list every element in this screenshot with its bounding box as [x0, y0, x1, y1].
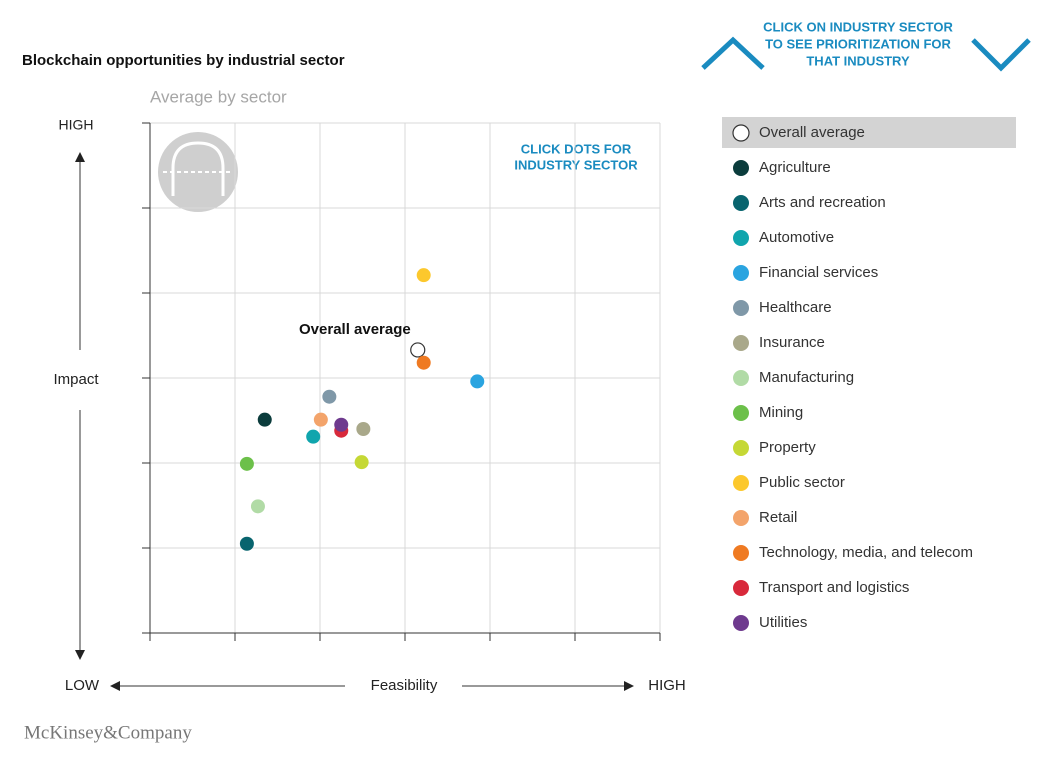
legend-marker[interactable] [733, 300, 749, 316]
x-high-label: HIGH [648, 677, 686, 694]
legend-label[interactable]: Overall average [759, 124, 865, 141]
legend-marker[interactable] [732, 124, 750, 142]
note: CLICK DOTS FOR [521, 141, 632, 156]
legend-marker[interactable] [733, 440, 749, 456]
point[interactable] [356, 422, 371, 436]
arrowhead [624, 681, 634, 691]
legend-label[interactable]: Utilities [759, 614, 807, 631]
point[interactable] [239, 536, 254, 551]
legend-label[interactable]: Healthcare [759, 299, 832, 316]
legend-label[interactable]: Financial services [759, 264, 878, 281]
point[interactable] [250, 499, 265, 514]
chart-title: Blockchain opportunities by industrial s… [22, 52, 345, 69]
point[interactable] [334, 417, 349, 432]
legend-label[interactable]: Retail [759, 509, 797, 526]
legend-highlight [722, 117, 1016, 148]
brand: McKinsey&Company [24, 722, 192, 743]
point[interactable] [354, 455, 369, 470]
legend-marker[interactable] [733, 160, 749, 176]
point[interactable] [416, 355, 431, 370]
note: INDUSTRY SECTOR [514, 157, 638, 172]
point[interactable] [306, 429, 321, 444]
header-text: THAT INDUSTRY [806, 53, 910, 68]
legend-label[interactable]: Insurance [759, 334, 825, 351]
arrowhead [110, 681, 120, 691]
y-axis-label: Impact [53, 371, 99, 388]
legend-label[interactable]: Arts and recreation [759, 194, 886, 211]
legend-marker[interactable] [733, 510, 749, 526]
legend-label[interactable]: Automotive [759, 229, 834, 246]
arrowhead [75, 152, 85, 162]
x-low-label: LOW [65, 677, 100, 694]
legend-marker[interactable] [733, 545, 749, 561]
legend-label[interactable]: Transport and logistics [759, 579, 909, 596]
x-axis-label: Feasibility [371, 677, 438, 694]
legend-marker[interactable] [733, 405, 749, 421]
legend-label[interactable]: Manufacturing [759, 369, 854, 386]
point[interactable] [257, 412, 272, 427]
chevron-up[interactable] [701, 36, 765, 70]
point[interactable] [239, 456, 254, 471]
legend-label[interactable]: Property [759, 439, 816, 456]
header-text: CLICK ON INDUSTRY SECTOR [763, 19, 953, 34]
arrowhead [75, 650, 85, 660]
header-text: TO SEE PRIORITIZATION FOR [765, 36, 951, 51]
legend-marker[interactable] [733, 615, 749, 631]
legend-marker[interactable] [733, 335, 749, 351]
point[interactable] [416, 268, 431, 283]
y-high-label: HIGH [59, 117, 94, 133]
legend-marker[interactable] [733, 230, 749, 246]
point[interactable] [322, 389, 337, 404]
chevron-down[interactable] [971, 38, 1031, 72]
legend-label[interactable]: Mining [759, 404, 803, 421]
point[interactable] [313, 412, 328, 427]
point[interactable] [470, 374, 485, 389]
legend-marker[interactable] [733, 580, 749, 596]
icon-arch [171, 141, 225, 196]
chart-subtitle: Average by sector [150, 87, 287, 106]
point[interactable] [410, 342, 426, 358]
legend-label[interactable]: Technology, media, and telecom [759, 544, 973, 561]
legend-marker[interactable] [733, 475, 749, 491]
legend-label[interactable]: Public sector [759, 474, 845, 491]
legend-marker[interactable] [733, 370, 749, 386]
legend-marker[interactable] [733, 265, 749, 281]
legend-marker[interactable] [733, 195, 749, 211]
legend-label[interactable]: Agriculture [759, 159, 831, 176]
annotation: Overall average [299, 321, 411, 338]
